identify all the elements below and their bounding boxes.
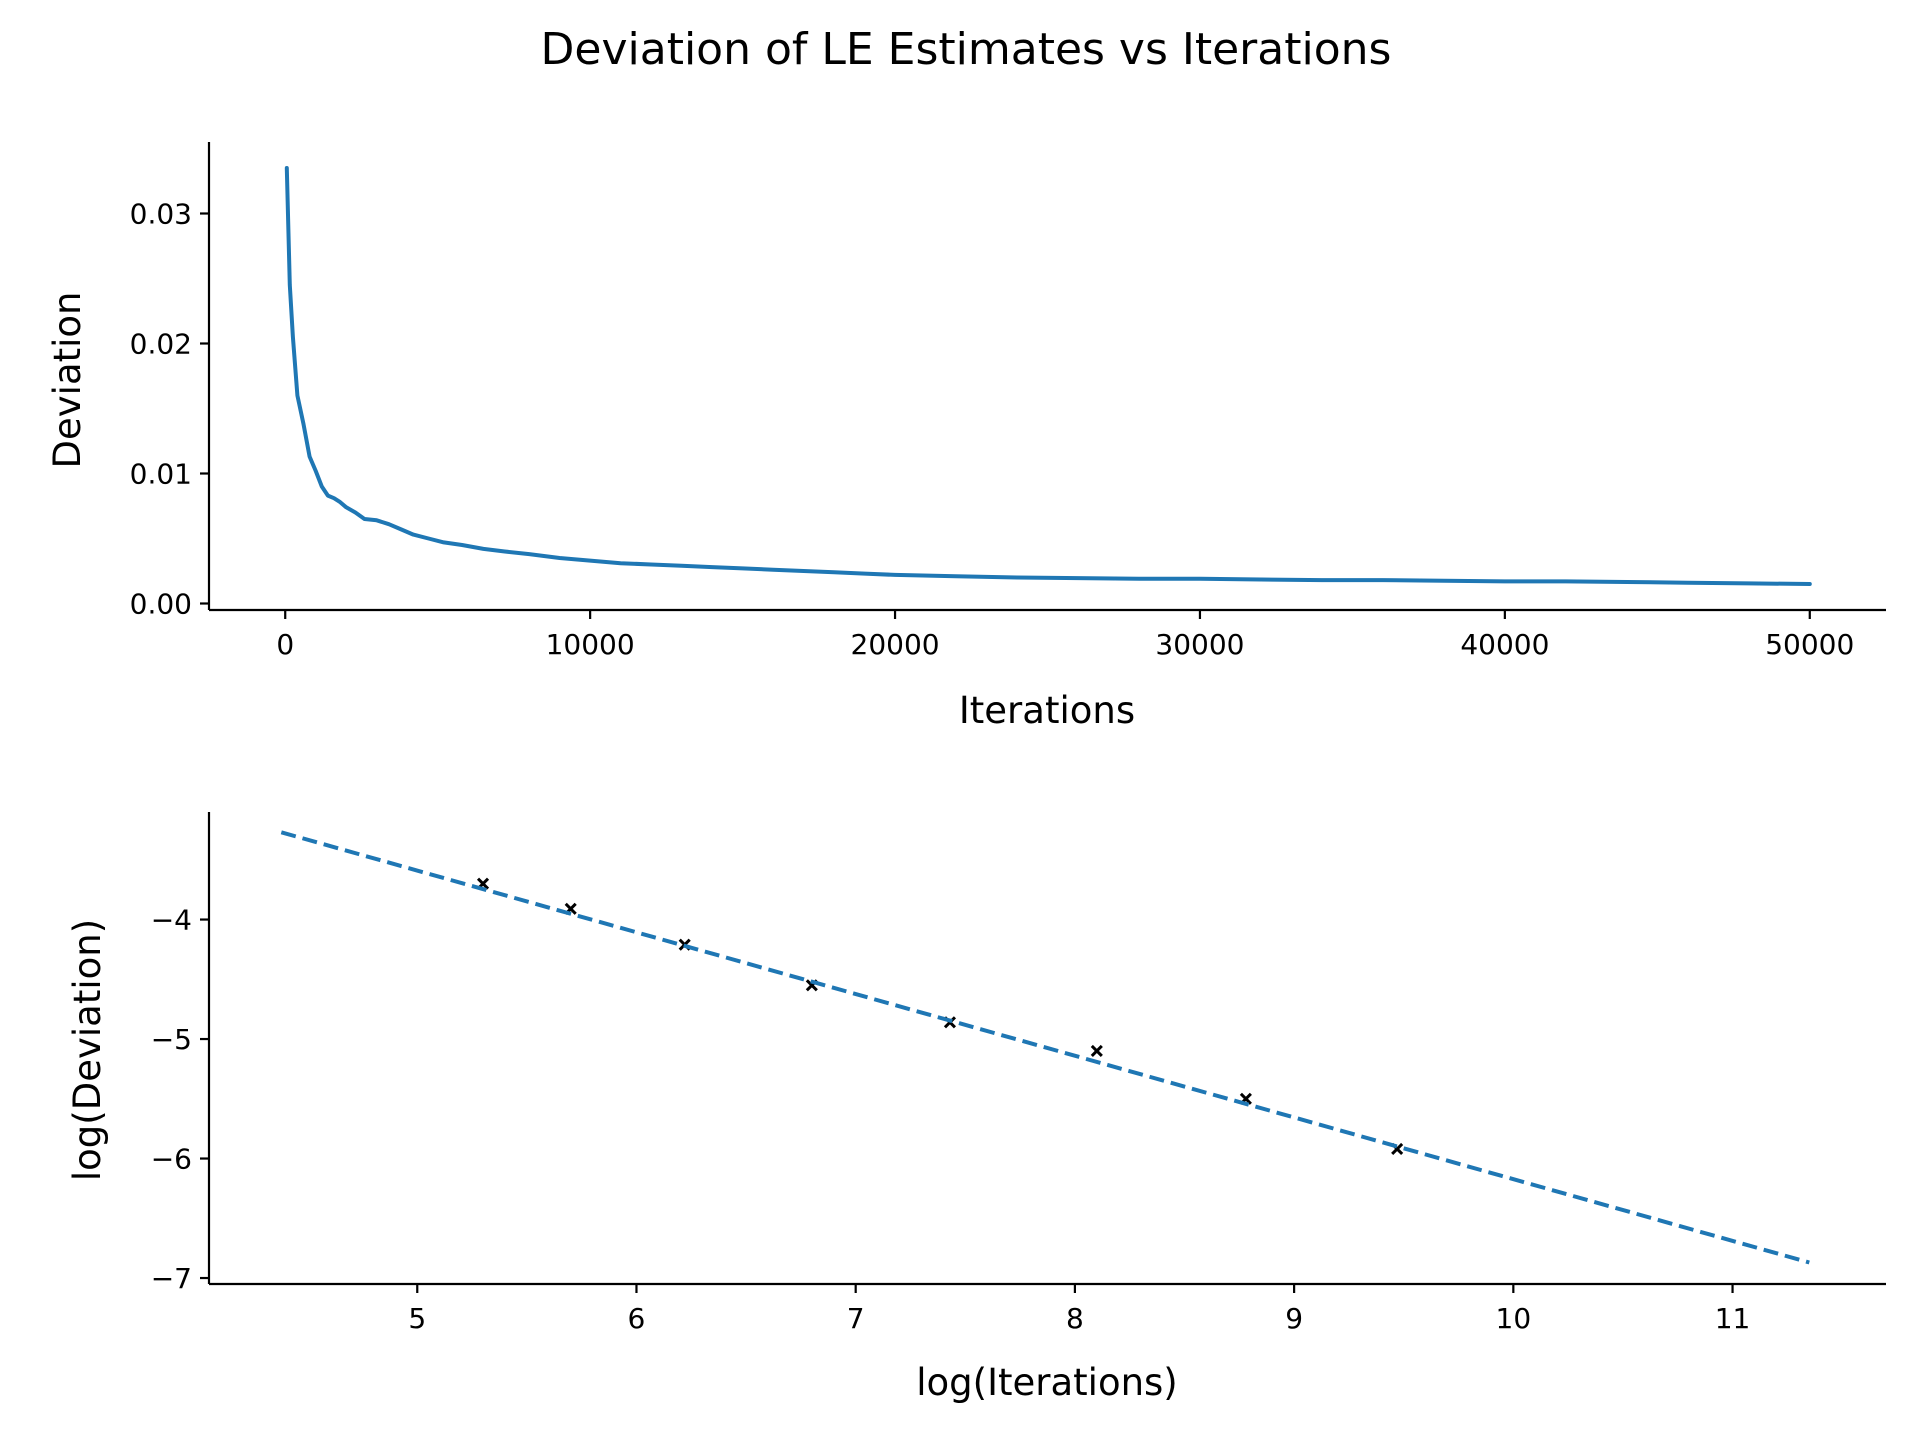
top-x-ticks: 0 10000 20000 30000 40000 50000 — [276, 610, 1854, 661]
bottom-y-axis-label: log(Deviation) — [66, 919, 109, 1181]
top-x-tick-label: 10000 — [546, 628, 635, 661]
top-y-tick-label: 0.03 — [130, 198, 192, 231]
bottom-x-tick-label: 6 — [628, 1302, 646, 1335]
top-x-tick-label: 20000 — [851, 628, 940, 661]
top-y-ticks: 0.00 0.01 0.02 0.03 — [130, 198, 209, 621]
bottom-x-tick-label: 7 — [847, 1302, 865, 1335]
top-y-tick-label: 0.02 — [130, 328, 192, 361]
figure-title: Deviation of LE Estimates vs Iterations — [541, 24, 1392, 75]
top-x-axis-label: Iterations — [959, 689, 1135, 732]
bottom-x-axis-label: log(Iterations) — [916, 1361, 1178, 1404]
top-x-tick-label: 30000 — [1155, 628, 1244, 661]
top-y-axis-label: Deviation — [46, 292, 89, 469]
bottom-y-ticks: −4 −5 −6 −7 — [151, 904, 209, 1295]
bottom-x-tick-label: 8 — [1066, 1302, 1084, 1335]
bottom-plot-area — [280, 830, 1810, 1265]
bottom-y-tick-label: −5 — [151, 1023, 192, 1056]
bottom-y-tick-label: −4 — [151, 904, 192, 937]
top-x-tick-label: 50000 — [1765, 628, 1854, 661]
bottom-data-point-mark — [1090, 1044, 1103, 1058]
top-y-tick-label: 0.01 — [130, 458, 192, 491]
bottom-y-tick-label: −7 — [151, 1262, 192, 1295]
top-x-tick-label: 0 — [276, 628, 294, 661]
bottom-x-tick-label: 11 — [1715, 1302, 1751, 1335]
bottom-y-tick-label: −6 — [151, 1143, 192, 1176]
bottom-x-tick-label: 9 — [1285, 1302, 1303, 1335]
top-x-tick-label: 40000 — [1460, 628, 1549, 661]
bottom-x-tick-label: 10 — [1496, 1302, 1532, 1335]
bottom-data-point — [1090, 1044, 1103, 1058]
bottom-x-tick-label: 5 — [408, 1302, 426, 1335]
bottom-chart: 5 6 7 8 9 10 11 −4 −5 −6 −7 log(Iterations) log(D… — [66, 812, 1886, 1404]
bottom-fit-line — [280, 830, 1810, 1265]
top-y-tick-label: 0.00 — [130, 588, 192, 621]
top-plot-area — [284, 166, 1812, 586]
top-series-line — [284, 166, 1812, 586]
bottom-x-ticks: 5 6 7 8 9 10 11 — [408, 1284, 1750, 1335]
top-chart: 0 10000 20000 30000 40000 50000 0.000.010.020… — [46, 142, 1886, 732]
